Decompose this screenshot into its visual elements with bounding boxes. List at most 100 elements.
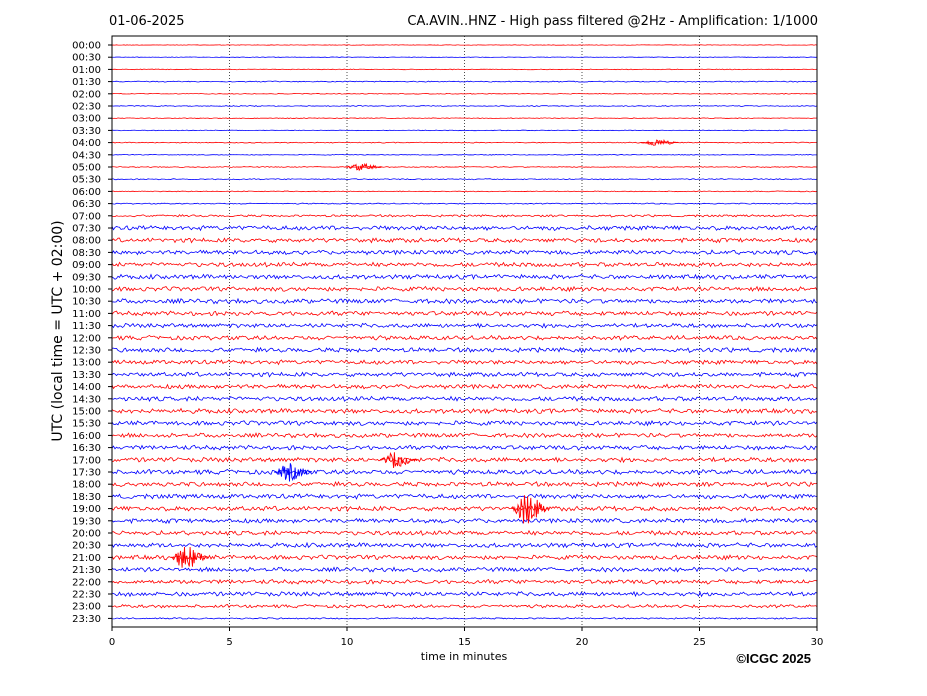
x-axis-label: time in minutes	[421, 650, 508, 663]
y-tick-label: 17:30	[72, 468, 101, 479]
y-tick-label: 20:00	[72, 529, 101, 540]
event-burst	[274, 463, 313, 482]
y-tick-label: 20:30	[72, 541, 101, 552]
y-tick-label: 16:30	[72, 443, 101, 454]
trace-line	[111, 383, 818, 390]
y-axis-label: UTC (local time = UTC + 02:00)	[50, 220, 66, 441]
trace-line	[111, 371, 818, 378]
grid-lines	[229, 36, 700, 627]
event-burst	[170, 546, 209, 568]
y-tick-label: 17:00	[72, 455, 101, 466]
trace-line	[111, 261, 818, 268]
y-tick-label: 23:00	[72, 602, 101, 613]
plot-frame	[111, 35, 818, 628]
trace-line	[111, 529, 818, 537]
event-burst	[511, 495, 550, 524]
y-tick-label: 10:30	[72, 297, 101, 308]
y-tick-label: 13:30	[72, 370, 101, 381]
y-tick-label: 01:00	[72, 65, 101, 76]
event-burst	[640, 139, 679, 146]
trace-line	[111, 80, 818, 83]
y-tick-label: 22:30	[72, 590, 101, 601]
y-tick-label: 07:30	[72, 224, 101, 235]
trace-line	[111, 166, 818, 168]
x-tick-label: 5	[226, 637, 232, 648]
y-tick-label: 14:00	[72, 382, 101, 393]
trace-line	[111, 493, 818, 500]
y-tick-label: 08:00	[72, 236, 101, 247]
trace-line	[111, 117, 818, 119]
y-tick-label: 19:00	[72, 504, 101, 515]
trace-line	[111, 178, 818, 181]
y-tick-label: 16:00	[72, 431, 101, 442]
x-tick-label: 20	[576, 637, 589, 648]
trace-line	[111, 444, 818, 451]
y-tick-label: 21:30	[72, 565, 101, 576]
y-tick-label: 04:00	[72, 138, 101, 149]
y-tick-label: 03:30	[72, 126, 101, 137]
y-tick-label: 05:30	[72, 175, 101, 186]
y-tick-label: 06:30	[72, 199, 101, 210]
trace-line	[111, 214, 818, 218]
y-tick-label: 18:00	[72, 480, 101, 491]
trace-line	[111, 141, 818, 144]
y-tick-label: 14:30	[72, 394, 101, 405]
trace-line	[111, 566, 818, 573]
y-tick-label: 13:00	[72, 358, 101, 369]
event-burst	[344, 162, 383, 172]
event-burst	[379, 452, 418, 468]
chart-title: CA.AVIN..HNZ - High pass filtered @2Hz -…	[407, 14, 818, 29]
y-tick-label: 12:30	[72, 346, 101, 357]
trace-line	[111, 590, 818, 598]
y-tick-label: 23:30	[72, 614, 101, 625]
trace-line	[111, 225, 818, 232]
trace-line	[111, 359, 818, 366]
y-tick-label: 03:00	[72, 114, 101, 125]
trace-line	[111, 93, 818, 95]
trace-line	[111, 129, 818, 132]
trace-line	[111, 44, 818, 46]
y-tick-label: 08:30	[72, 248, 101, 259]
copyright-label: ©ICGC 2025	[736, 651, 811, 666]
y-tick-label: 09:00	[72, 260, 101, 271]
trace-line	[111, 603, 818, 609]
y-tick-label: 09:30	[72, 272, 101, 283]
trace-line	[111, 517, 818, 525]
x-tick-label: 0	[109, 637, 115, 648]
traces	[111, 44, 818, 620]
y-tick-label: 05:00	[72, 163, 101, 174]
trace-line	[111, 480, 818, 488]
trace-line	[111, 456, 818, 464]
y-tick-label: 15:30	[72, 419, 101, 430]
trace-line	[111, 322, 818, 329]
date-label: 01-06-2025	[109, 14, 185, 29]
trace-line	[111, 310, 818, 317]
y-tick-label: 11:00	[72, 309, 101, 320]
trace-line	[111, 190, 818, 193]
y-tick-label: 00:30	[72, 53, 101, 64]
trace-line	[111, 541, 818, 549]
x-tick-label: 25	[693, 637, 706, 648]
y-tick-label: 19:30	[72, 516, 101, 527]
trace-line	[111, 153, 818, 156]
y-tick-label: 06:00	[72, 187, 101, 198]
y-tick-label: 22:00	[72, 577, 101, 588]
y-tick-label: 10:00	[72, 285, 101, 296]
trace-line	[111, 395, 818, 402]
seismic-events	[170, 139, 679, 568]
trace-line	[111, 578, 818, 585]
y-tick-label: 00:00	[72, 41, 101, 52]
trace-line	[111, 237, 818, 244]
trace-line	[111, 285, 818, 293]
y-tick-label: 11:30	[72, 321, 101, 332]
y-tick-label: 02:00	[72, 89, 101, 100]
y-tick-label: 07:00	[72, 211, 101, 222]
x-tick-label: 10	[341, 637, 354, 648]
x-tick-label: 30	[811, 637, 824, 648]
trace-line	[111, 68, 818, 71]
y-tick-label: 18:30	[72, 492, 101, 503]
trace-line	[111, 617, 818, 620]
trace-line	[111, 334, 818, 341]
